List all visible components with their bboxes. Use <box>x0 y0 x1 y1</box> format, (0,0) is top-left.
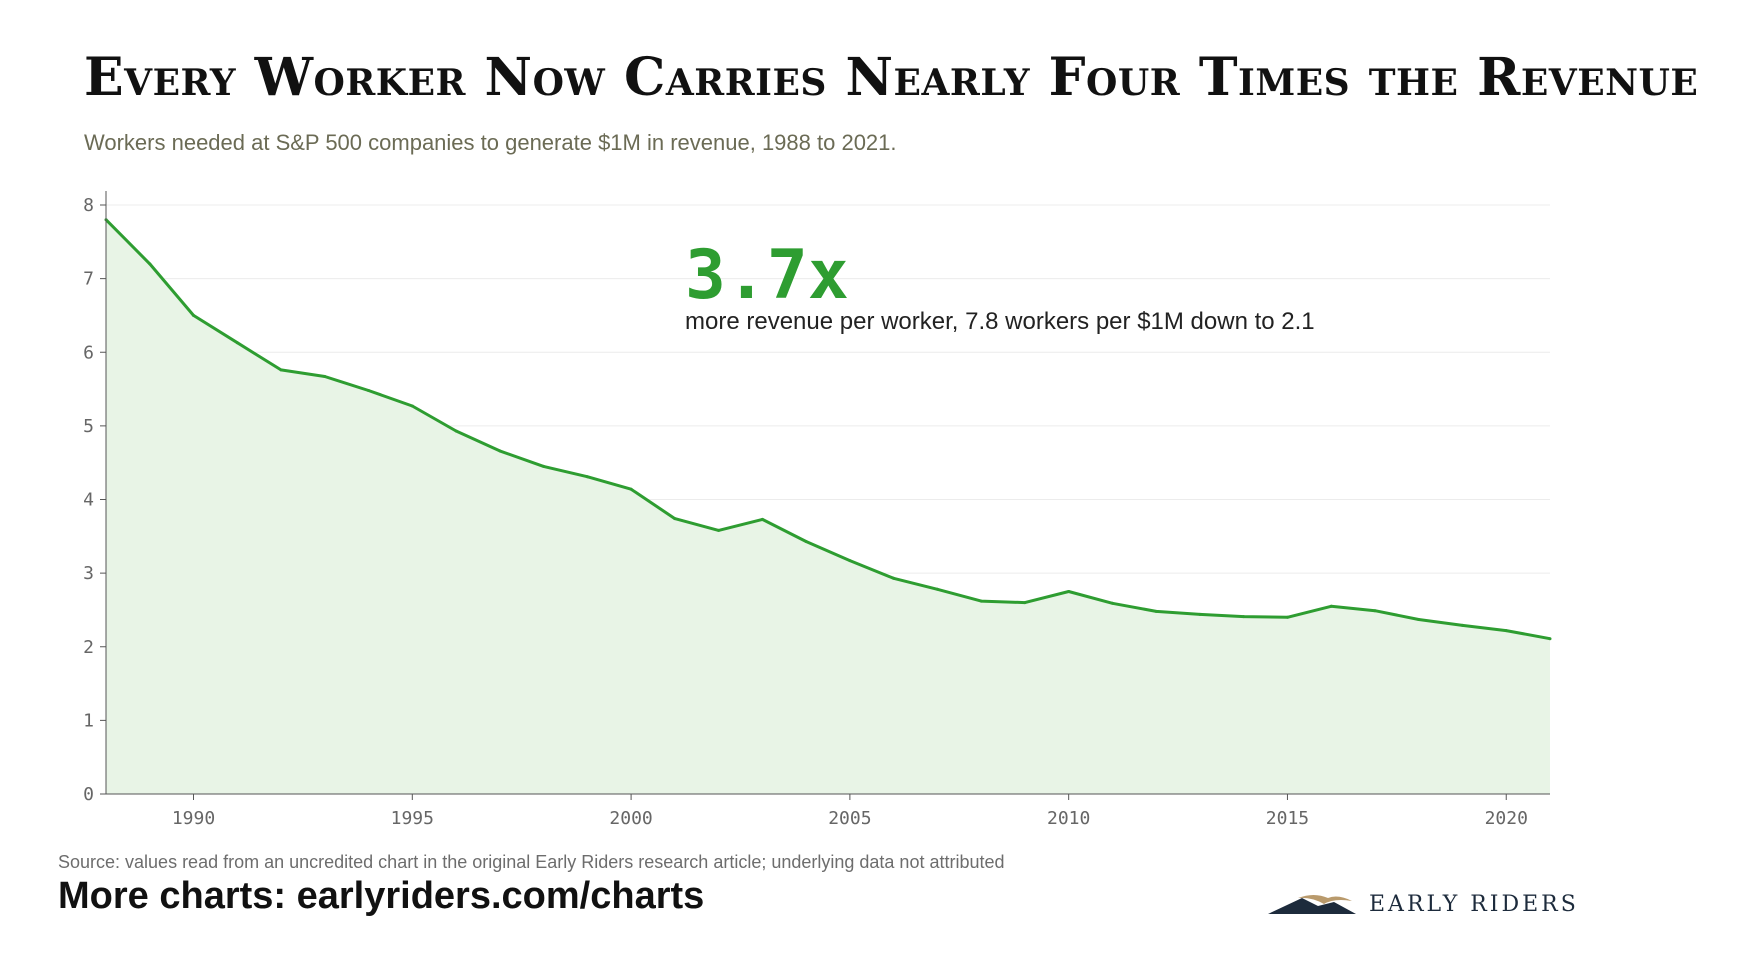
brand-logo: EARLY RIDERS <box>1268 888 1576 924</box>
data-point <box>1461 623 1464 627</box>
data-point <box>1198 612 1202 616</box>
data-point <box>585 475 589 479</box>
data-point <box>1329 604 1333 608</box>
data-point <box>935 587 939 591</box>
x-tick-label: 2020 <box>1485 808 1528 829</box>
more-charts-link[interactable]: More charts: earlyriders.com/charts <box>58 875 705 917</box>
data-point <box>1242 615 1246 619</box>
brand-name: EARLY RIDERS <box>1369 892 1579 917</box>
x-axis-ticks: 1990 1995 2000 2005 2010 2015 2020 <box>172 794 1528 829</box>
y-tick-label: 2 <box>83 637 94 658</box>
data-point <box>1286 615 1289 619</box>
y-tick-label: 4 <box>83 490 94 511</box>
data-point <box>1154 609 1158 613</box>
data-point <box>1110 601 1114 605</box>
chart-title: Every Worker Now Carries Nearly Four Tim… <box>84 47 1699 108</box>
x-tick-label: 1995 <box>391 808 434 829</box>
y-tick-label: 7 <box>83 269 94 290</box>
data-point <box>848 559 852 563</box>
y-axis-ticks: 0 1 2 3 4 5 6 7 8 <box>83 195 106 805</box>
data-point <box>498 449 502 453</box>
data-point <box>323 375 327 378</box>
data-point <box>1504 629 1508 633</box>
series-line <box>104 218 1551 641</box>
callout-text: more revenue per worker, 7.8 workers per… <box>685 308 1315 335</box>
data-point <box>717 528 721 532</box>
line-area-chart: 0 1 2 3 4 5 6 7 8 1990 1995 2000 2005 2010 2015 2020 3… <box>83 191 1552 829</box>
data-point <box>235 341 239 345</box>
y-tick-label: 6 <box>83 342 94 363</box>
source-note: Source: values read from an uncredited c… <box>58 852 1005 872</box>
x-tick-label: 2015 <box>1266 808 1309 829</box>
data-point <box>892 576 896 580</box>
data-point <box>148 262 152 266</box>
chart-subtitle: Workers needed at S&P 500 companies to g… <box>84 130 897 155</box>
data-point <box>367 389 370 392</box>
data-point <box>192 313 195 317</box>
y-tick-label: 0 <box>83 784 94 805</box>
x-tick-label: 2010 <box>1047 808 1090 829</box>
data-point <box>673 517 677 521</box>
y-tick-label: 3 <box>83 563 94 584</box>
y-tick-label: 5 <box>83 416 94 437</box>
callout-value: 3.7x <box>685 236 849 315</box>
area-fill <box>106 219 1550 794</box>
data-point <box>979 599 983 603</box>
y-tick-label: 1 <box>83 710 94 731</box>
data-point <box>804 540 808 543</box>
data-point <box>1373 609 1377 613</box>
data-point <box>1067 590 1071 593</box>
data-point <box>279 368 283 372</box>
x-tick-label: 2000 <box>609 808 652 829</box>
data-point <box>1548 637 1552 641</box>
data-point <box>542 464 546 468</box>
x-tick-label: 1990 <box>172 808 215 829</box>
data-point <box>760 517 764 521</box>
data-points <box>104 218 1552 641</box>
data-point <box>1023 601 1027 605</box>
data-point <box>629 487 633 491</box>
mountain-logo-icon <box>1268 895 1356 914</box>
data-point <box>410 404 414 408</box>
data-point <box>1417 618 1421 621</box>
data-point <box>454 429 458 433</box>
y-tick-label: 8 <box>83 195 94 216</box>
x-tick-label: 2005 <box>828 808 871 829</box>
